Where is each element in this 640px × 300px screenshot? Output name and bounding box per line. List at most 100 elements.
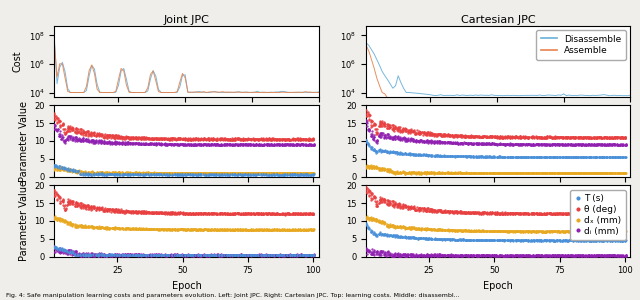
Point bbox=[541, 212, 551, 216]
Point bbox=[468, 228, 479, 233]
Point bbox=[486, 154, 497, 159]
Point bbox=[586, 253, 596, 257]
Point bbox=[67, 126, 77, 130]
Point bbox=[150, 253, 161, 257]
Point bbox=[394, 203, 404, 208]
Point bbox=[123, 170, 133, 175]
Point bbox=[230, 172, 241, 177]
Point bbox=[550, 212, 560, 216]
Point bbox=[424, 209, 434, 214]
Point bbox=[607, 142, 618, 146]
Point bbox=[421, 139, 431, 144]
Point bbox=[401, 137, 411, 142]
Point bbox=[528, 211, 538, 215]
Point bbox=[162, 141, 172, 146]
Point bbox=[504, 141, 515, 146]
Point bbox=[238, 142, 248, 147]
Point bbox=[389, 252, 399, 256]
Point bbox=[180, 136, 190, 141]
Point bbox=[83, 207, 93, 212]
Point bbox=[262, 171, 272, 176]
Point bbox=[188, 142, 198, 147]
Point bbox=[588, 171, 598, 176]
Point bbox=[68, 200, 79, 205]
Point bbox=[271, 142, 282, 147]
Point bbox=[591, 212, 602, 217]
Point bbox=[233, 136, 243, 141]
Point bbox=[497, 238, 508, 242]
Point bbox=[235, 142, 245, 147]
Point bbox=[414, 206, 424, 210]
Point bbox=[56, 122, 67, 127]
Point bbox=[541, 229, 552, 234]
Point bbox=[406, 171, 417, 176]
Point bbox=[602, 212, 612, 217]
Point bbox=[180, 170, 191, 175]
Point bbox=[376, 148, 387, 153]
Point bbox=[596, 142, 606, 147]
Point bbox=[209, 227, 219, 232]
Point bbox=[499, 154, 509, 159]
Point bbox=[582, 171, 592, 176]
Point bbox=[93, 254, 104, 259]
Point bbox=[508, 238, 518, 242]
Point bbox=[153, 137, 163, 142]
Point bbox=[259, 211, 269, 215]
Point bbox=[140, 142, 150, 146]
Point bbox=[263, 136, 273, 141]
Point bbox=[380, 123, 390, 128]
Point bbox=[268, 137, 278, 142]
Point bbox=[435, 227, 445, 232]
Point bbox=[392, 252, 402, 257]
Point bbox=[184, 227, 194, 232]
Point bbox=[614, 135, 625, 140]
Point bbox=[607, 134, 618, 139]
Point bbox=[92, 132, 102, 137]
Point bbox=[586, 155, 596, 160]
Point bbox=[536, 212, 547, 216]
Point bbox=[515, 135, 525, 140]
Point bbox=[308, 172, 319, 177]
Point bbox=[489, 254, 499, 258]
Point bbox=[540, 171, 550, 176]
Point bbox=[499, 210, 509, 215]
Point bbox=[429, 237, 440, 242]
Point bbox=[484, 154, 494, 159]
Point bbox=[271, 137, 281, 142]
Point bbox=[380, 132, 390, 137]
Point bbox=[280, 142, 290, 147]
Point bbox=[419, 170, 429, 175]
Point bbox=[146, 227, 156, 232]
Point bbox=[119, 252, 129, 257]
Point bbox=[579, 155, 589, 160]
Point bbox=[86, 170, 97, 175]
Point bbox=[148, 170, 159, 175]
Point bbox=[400, 252, 410, 256]
Point bbox=[62, 202, 72, 207]
Point bbox=[420, 132, 431, 137]
Point bbox=[77, 137, 88, 142]
Point bbox=[52, 196, 62, 201]
Point bbox=[608, 171, 618, 176]
Point bbox=[422, 138, 432, 142]
Point bbox=[385, 125, 395, 130]
Point bbox=[486, 253, 496, 258]
Point bbox=[179, 211, 189, 216]
Point bbox=[204, 210, 214, 215]
Point bbox=[409, 205, 419, 210]
Point bbox=[186, 252, 196, 257]
Point bbox=[191, 142, 201, 147]
Point bbox=[172, 136, 182, 141]
Point bbox=[154, 136, 164, 141]
Point bbox=[170, 253, 180, 257]
Point bbox=[374, 197, 385, 202]
Point bbox=[181, 172, 191, 177]
Point bbox=[458, 171, 468, 176]
Point bbox=[470, 238, 481, 242]
Point bbox=[597, 143, 607, 148]
Point bbox=[451, 253, 461, 258]
Point bbox=[371, 149, 381, 154]
Point bbox=[293, 253, 303, 258]
Point bbox=[527, 134, 537, 139]
Point bbox=[363, 142, 373, 146]
